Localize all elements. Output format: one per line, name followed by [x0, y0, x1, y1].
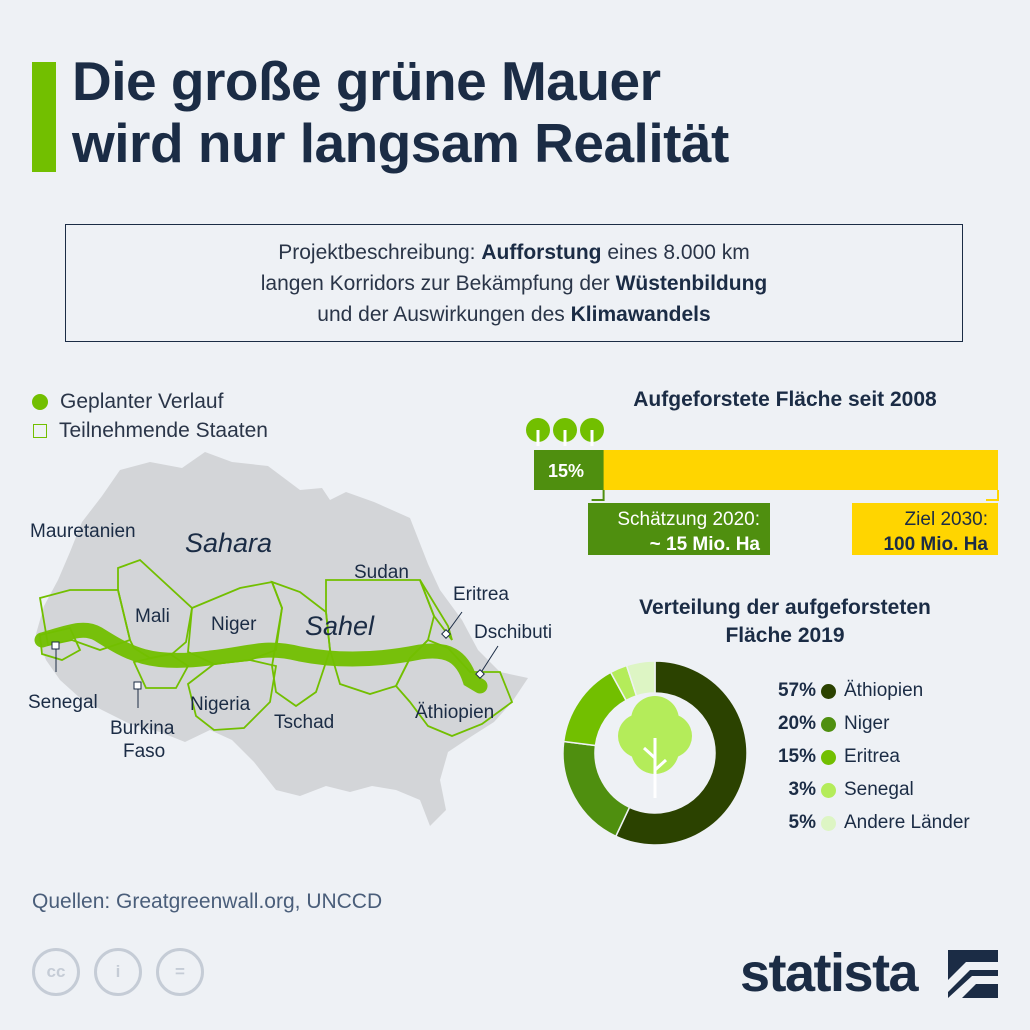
- legend-label: Eritrea: [844, 746, 900, 767]
- desc-bold: Aufforstung: [481, 241, 602, 264]
- desc-text: langen Korridors zur Bekämpfung der: [260, 272, 616, 295]
- goal-bar: [534, 450, 998, 490]
- source-note: Quellen: Greatgreenwall.org, UNCCD: [32, 890, 383, 913]
- donut-slice-2: [562, 740, 631, 838]
- label-mauretanien: Mauretanien: [30, 521, 136, 542]
- legend-percent: 15%: [777, 746, 816, 767]
- donut-title-line1: Verteilung der aufgeforsteten: [639, 596, 931, 619]
- attribution-icon[interactable]: i: [94, 948, 142, 996]
- trees-icon: [526, 418, 604, 446]
- cc-icon[interactable]: cc: [32, 948, 80, 996]
- label-niger: Niger: [211, 614, 257, 635]
- label-sudan: Sudan: [354, 562, 409, 583]
- dschibuti-marker: [475, 669, 485, 679]
- desc-bold: Klimawandels: [570, 303, 711, 326]
- donut-legend-item: 20% Niger: [760, 713, 889, 735]
- legend-percent: 3%: [788, 779, 816, 800]
- goal-pointer: [986, 490, 999, 501]
- statista-logo[interactable]: statista: [740, 943, 919, 1003]
- legend-percent: 20%: [777, 713, 816, 734]
- donut-legend-item: 57% Äthiopien: [760, 680, 923, 702]
- donut-slice-5: [625, 660, 656, 697]
- page-title: Die große grüne Mauer wird nur langsam R…: [72, 50, 729, 174]
- title-accent-bar: [32, 62, 56, 172]
- map-pointers: [51, 611, 499, 708]
- donut-legend-item: 15% Eritrea: [760, 746, 900, 768]
- legend-label: Niger: [844, 713, 890, 734]
- estimate-2020-callout: Schätzung 2020: ~ 15 Mio. Ha: [588, 503, 770, 555]
- desc-bold: Wüstenbildung: [615, 272, 768, 295]
- donut-legend-item: 3% Senegal: [760, 779, 914, 801]
- planned-route-line: [34, 622, 488, 694]
- callout-text: Ziel 2030:: [904, 509, 988, 530]
- desc-text: Projektbeschreibung:: [278, 241, 482, 264]
- desc-text: eines 8.000 km: [601, 241, 750, 264]
- state-eritrea: [419, 579, 453, 641]
- desc-text: und der Auswirkungen des: [317, 303, 571, 326]
- legend-color-dot: [821, 716, 836, 732]
- progress-bar: [534, 450, 604, 490]
- label-nigeria: Nigeria: [190, 694, 251, 715]
- donut-legend-item: 5% Andere Länder: [760, 812, 970, 834]
- label-dschibuti: Dschibuti: [474, 622, 552, 643]
- label-sahel: Sahel: [305, 611, 375, 641]
- title-line-2: wird nur langsam Realität: [72, 112, 729, 174]
- project-description: Projektbeschreibung: Aufforstung eines 8…: [65, 224, 963, 342]
- callout-value: ~ 15 Mio. Ha: [649, 534, 760, 555]
- senegal-marker: [51, 641, 60, 650]
- tree-icon: [618, 696, 692, 798]
- callout-value: 100 Mio. Ha: [883, 534, 988, 555]
- title-line-1: Die große grüne Mauer: [72, 50, 661, 112]
- legend-percent: 57%: [777, 680, 816, 701]
- legend-label: Äthiopien: [844, 680, 924, 701]
- burkina-marker: [133, 681, 142, 690]
- route-dot-icon: [32, 394, 48, 410]
- state-square-icon: [33, 424, 47, 438]
- africa-land: [36, 452, 528, 826]
- eritrea-marker: [441, 629, 451, 639]
- legend-planned-route: Geplanter Verlauf: [32, 390, 223, 414]
- legend-color-dot: [821, 683, 836, 699]
- legend-color-dot: [821, 815, 836, 831]
- legend-color-dot: [821, 782, 836, 798]
- label-senegal: Senegal: [28, 692, 98, 713]
- legend-color-dot: [821, 749, 836, 765]
- progress-chart: 15%: [526, 418, 999, 501]
- callout-text: Schätzung 2020:: [617, 509, 760, 530]
- progress-label: 15%: [548, 461, 584, 481]
- label-sahara: Sahara: [185, 528, 272, 558]
- legend-label: Andere Länder: [844, 812, 970, 833]
- state-tschad: [270, 580, 331, 708]
- label-burkina-line2: Faso: [123, 741, 165, 762]
- africa-map: Sahara Sahel Mauretanien Mali Niger Suda…: [28, 452, 552, 826]
- progress-pointer: [591, 490, 605, 501]
- statista-logo-icon: [948, 950, 998, 998]
- label-burkina-line1: Burkina: [110, 718, 175, 739]
- legend-participating-states: Teilnehmende Staaten: [32, 419, 268, 443]
- legend-label: Geplanter Verlauf: [60, 390, 224, 413]
- legend-label: Teilnehmende Staaten: [59, 419, 268, 442]
- donut-slice-1: [614, 660, 748, 846]
- label-mali: Mali: [135, 606, 170, 627]
- bar-chart-title: Aufgeforstete Fläche seit 2008: [633, 388, 937, 411]
- label-tschad: Tschad: [274, 712, 334, 733]
- donut-chart-title: Verteilung der aufgeforsteten Fläche 201…: [560, 594, 1010, 650]
- donut-title-line2: Fläche 2019: [725, 624, 845, 647]
- donut-chart: [562, 660, 748, 846]
- legend-percent: 5%: [788, 812, 816, 833]
- label-aethiopien: Äthiopien: [415, 702, 494, 723]
- label-eritrea: Eritrea: [453, 584, 509, 605]
- legend-label: Senegal: [844, 779, 914, 800]
- goal-2030-callout: Ziel 2030: 100 Mio. Ha: [852, 503, 998, 555]
- no-derivatives-icon[interactable]: =: [156, 948, 204, 996]
